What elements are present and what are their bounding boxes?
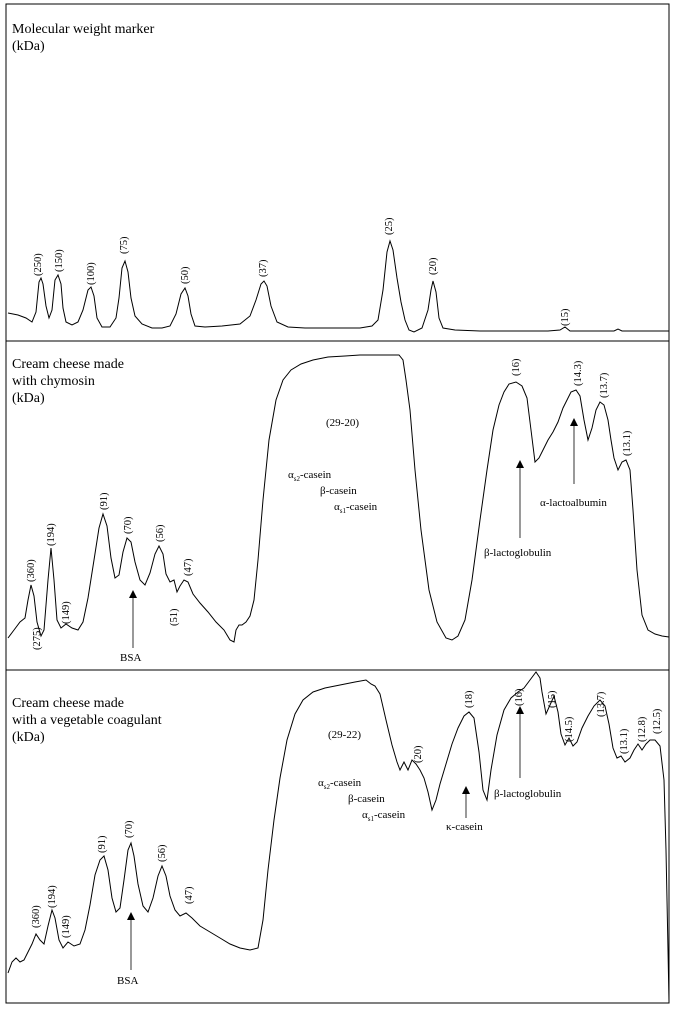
chymosin-peak-label: (91) [99, 492, 110, 510]
vegetable-peak-label: (70) [124, 820, 135, 838]
vegetable-kcas-label: κ-casein [446, 821, 483, 833]
vegetable-range-label: (29-22) [328, 729, 361, 741]
vegetable-peak-label: (14.5) [564, 716, 575, 742]
chymosin-casein-beta: β-casein [320, 485, 357, 497]
vegetable-blg-label: β-lactoglobulin [494, 788, 562, 800]
marker-peak-label: (50) [180, 266, 191, 284]
vegetable-trace [7, 671, 670, 1003]
marker-peak-label: (75) [119, 236, 130, 254]
chymosin-peak-label: (13.7) [599, 372, 610, 398]
panel-vegetable-title-line1: Cream cheese made [12, 696, 124, 711]
chymosin-peak-label: (70) [123, 516, 134, 534]
panel-vegetable-title-line3: (kDa) [12, 730, 45, 745]
vegetable-peak-label: (47) [184, 886, 195, 904]
chymosin-bsa-arrowhead [129, 590, 137, 598]
marker-peak-label: (150) [54, 249, 65, 272]
chymosin-trace [7, 354, 670, 643]
marker-trace [7, 239, 669, 333]
vegetable-casein-beta: β-casein [348, 793, 385, 805]
marker-peak-label: (20) [428, 257, 439, 275]
chymosin-peak-label: (47) [183, 558, 194, 576]
vegetable-peak-label: (20) [413, 745, 424, 763]
vegetable-peak-label: (360) [31, 905, 42, 928]
marker-peak-label: (37) [258, 259, 269, 277]
chymosin-blg-arrowhead [516, 460, 524, 468]
chymosin-casein-as2: αs2-casein [288, 469, 332, 483]
vegetable-peak-label: (13.1) [619, 728, 630, 754]
panel-vegetable-title-line2: with a vegetable coagulant [12, 713, 162, 728]
vegetable-peak-label: (13.7) [596, 691, 607, 717]
chymosin-ala-label: α-lactoalbumin [540, 497, 607, 509]
panel-marker-title-line2: (kDa) [12, 39, 45, 54]
vegetable-kcas-arrowhead [462, 786, 470, 794]
vegetable-casein-as1: αs1-casein [362, 809, 406, 823]
chymosin-peak-label: (14.3) [573, 360, 584, 386]
vegetable-peak-label: (15) [547, 690, 558, 708]
chymosin-ala-arrowhead [570, 418, 578, 426]
vegetable-peak-label: (18) [464, 690, 475, 708]
vegetable-peak-label: (56) [157, 844, 168, 862]
panel-chymosin-title-line2: with chymosin [12, 374, 95, 389]
vegetable-peak-label: (12.8) [637, 716, 648, 742]
figure-frame [5, 3, 670, 1004]
panel-chymosin: Cream cheese made with chymosin (kDa) (3… [7, 354, 670, 664]
chymosin-casein-as1: αs1-casein [334, 501, 378, 515]
panel-marker: Molecular weight marker (kDa) (250) (150… [7, 22, 669, 333]
vegetable-blg-arrowhead [516, 706, 524, 714]
vegetable-peak-label: (149) [61, 915, 72, 938]
panel-chymosin-title-line3: (kDa) [12, 391, 45, 406]
marker-peak-label: (100) [86, 262, 97, 285]
chymosin-peak-label: (56) [155, 524, 166, 542]
vegetable-peak-label: (16) [514, 688, 525, 706]
vegetable-casein-as2: αs2-casein [318, 777, 362, 791]
vegetable-bsa-arrowhead [127, 912, 135, 920]
panel-marker-title-line1: Molecular weight marker [12, 22, 155, 37]
panel-chymosin-title-line1: Cream cheese made [12, 357, 124, 372]
chymosin-peak-label: (51) [169, 608, 180, 626]
chymosin-peak-label: (275) [32, 627, 43, 650]
marker-peak-label: (15) [560, 308, 571, 326]
chymosin-blg-label: β-lactoglobulin [484, 547, 552, 559]
chymosin-peak-label: (360) [26, 559, 37, 582]
chymosin-bsa-label: BSA [120, 652, 141, 664]
chymosin-peak-label: (16) [511, 358, 522, 376]
chymosin-peak-label: (13.1) [622, 430, 633, 456]
vegetable-peak-label: (91) [97, 835, 108, 853]
chymosin-peak-label: (194) [46, 523, 57, 546]
marker-peak-label: (25) [384, 217, 395, 235]
vegetable-peak-label: (12.5) [652, 708, 663, 734]
marker-peak-label: (250) [33, 253, 44, 276]
panel-vegetable: Cream cheese made with a vegetable coagu… [7, 671, 670, 1003]
chymosin-range-label: (29-20) [326, 417, 359, 429]
vegetable-bsa-label: BSA [117, 975, 138, 987]
chymosin-peak-label: (149) [61, 601, 72, 624]
vegetable-peak-label: (194) [47, 885, 58, 908]
